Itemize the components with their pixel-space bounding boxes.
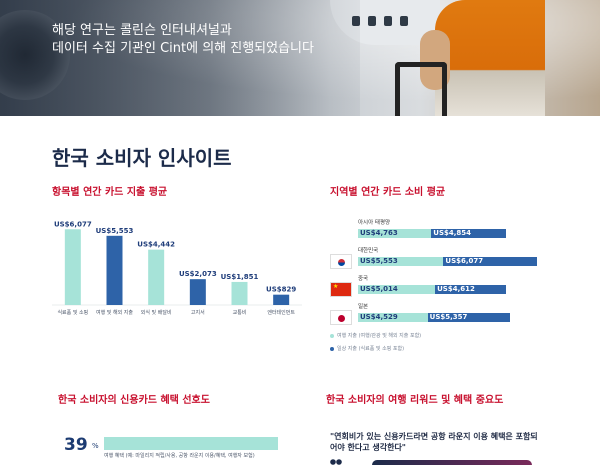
daily-spend-bar: US$6,077 <box>443 257 537 266</box>
bar-value-label: US$5,553 <box>96 227 134 235</box>
bar-value-label: US$6,077 <box>54 220 92 228</box>
bar <box>106 235 123 305</box>
region-label: 중국 <box>358 276 369 282</box>
travel-spend-bar: US$5,014 <box>358 285 436 294</box>
benefit-pref-title: 한국 소비자의 신용카드 혜택 선호도 <box>58 395 210 406</box>
travel-spend-bar: US$4,529 <box>358 313 428 322</box>
preference-bar <box>104 437 278 450</box>
hero-text: 해당 연구는 콜린슨 인터내셔널과 데이터 수집 기관인 Cint에 의해 진행… <box>52 22 314 58</box>
category-label: 엔터테인먼트 <box>267 309 295 316</box>
bar <box>273 294 290 305</box>
kr-flag-icon <box>330 254 352 269</box>
category-spend-chart: US$6,077 식료품 및 소핑 US$5,553 여행 및 해외 지출 US$4,4… <box>52 220 302 316</box>
legend-item-travel: 여행 지출 (여행/관광 및 해외 지출 포함) <box>330 332 421 339</box>
airplane-window <box>368 16 376 26</box>
airplane-window <box>384 16 392 26</box>
daily-spend-bar: US$4,854 <box>431 229 506 238</box>
legend-dot-travel <box>330 333 334 338</box>
traveler-image <box>435 0 545 116</box>
hero-line-2: 데이터 수집 기관인 Cint에 의해 진행되었습니다 <box>52 41 314 56</box>
bar <box>64 229 81 305</box>
category-label: 식료품 및 소핑 <box>57 309 88 316</box>
travel-spend-bar: US$4,763 <box>358 229 432 238</box>
luggage-handle-image <box>395 62 447 116</box>
bar-value-label: US$1,851 <box>221 273 259 281</box>
preference-percent-symbol: % <box>92 442 99 450</box>
hero-line-1: 해당 연구는 콜린슨 인터내셔널과 <box>52 23 232 38</box>
hero-banner: 해당 연구는 콜린슨 인터내셔널과 데이터 수집 기관인 Cint에 의해 진행… <box>0 0 600 116</box>
bar <box>189 279 206 305</box>
legend-item-daily: 일상 지출 (식료품 및 소핑 포함) <box>330 345 404 352</box>
region-spend-title: 지역별 연간 카드 소비 평균 <box>330 187 446 198</box>
legend-label-travel: 여행 지출 (여행/관광 및 해외 지출 포함) <box>337 333 422 339</box>
category-label: 외식 및 배달비 <box>141 309 172 316</box>
reward-quote: "연회비가 있는 신용카드라면 공항 라운지 이용 혜택은 포함되어야 한다고 … <box>330 432 538 452</box>
jp-flag-icon <box>330 310 352 325</box>
category-spend-title: 항목별 연간 카드 지출 평균 <box>52 187 168 198</box>
category-label: 고지서 <box>191 309 205 316</box>
quote-gradient-bar <box>372 460 532 465</box>
bar-value-label: US$829 <box>266 286 296 294</box>
category-label: 교통비 <box>233 309 247 316</box>
travel-spend-bar: US$5,553 <box>358 257 444 266</box>
region-label: 대한민국 <box>358 248 379 254</box>
bar-value-label: US$4,442 <box>137 241 175 249</box>
airplane-window <box>400 16 408 26</box>
category-label: 여행 및 해외 지출 <box>96 309 133 316</box>
cn-flag-icon: ★ <box>330 282 352 297</box>
bar <box>231 281 248 305</box>
page-title: 한국 소비자 인사이트 <box>52 146 232 170</box>
preference-label: 여행 혜택 (예: 마일리지 적립/사용, 공항 라운지 이용/혜택, 여행자 … <box>104 453 255 459</box>
region-label: 아시아 태평양 <box>358 220 391 226</box>
legend-dot-daily <box>330 346 334 351</box>
daily-spend-bar: US$4,612 <box>435 285 507 294</box>
legend-label-daily: 일상 지출 (식료품 및 소핑 포함) <box>337 346 405 352</box>
quote-dots-icon <box>330 459 342 465</box>
region-label: 일본 <box>358 304 369 310</box>
hero-shade <box>0 0 360 116</box>
bar <box>148 249 165 305</box>
bar-value-label: US$2,073 <box>179 270 217 278</box>
daily-spend-bar: US$5,357 <box>427 313 511 322</box>
preference-percent: 39 <box>64 435 88 455</box>
reward-importance-title: 한국 소비자의 여행 리워드 및 혜택 중요도 <box>326 395 504 406</box>
